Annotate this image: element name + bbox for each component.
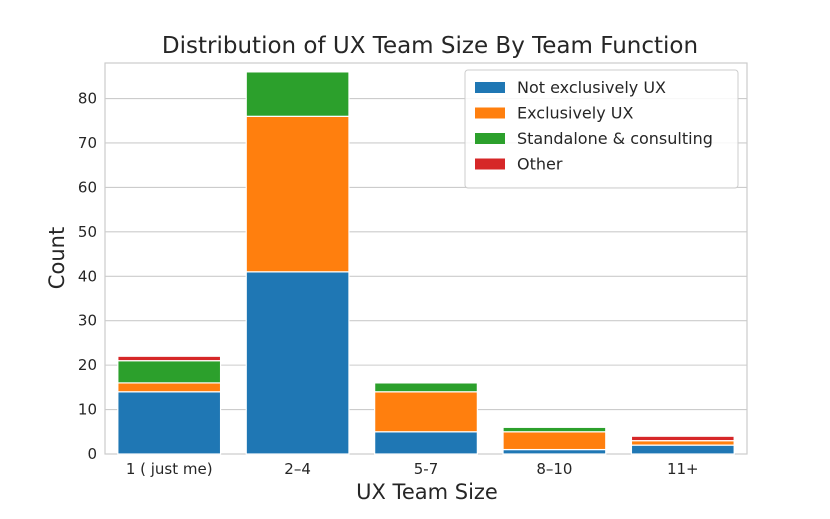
bars bbox=[117, 71, 735, 455]
bar-not-exclusively-ux-2-4 bbox=[245, 271, 350, 455]
y-tick-label: 30 bbox=[78, 312, 97, 330]
y-tick-label: 0 bbox=[87, 445, 97, 463]
legend-label-other: Other bbox=[517, 155, 563, 174]
legend-swatch-not-exclusively-ux bbox=[475, 82, 505, 93]
bar-not-exclusively-ux-11 bbox=[630, 444, 735, 455]
x-axis-title: UX Team Size bbox=[356, 480, 498, 504]
bar-exclusively-ux-2-4 bbox=[245, 115, 350, 273]
y-tick-label: 50 bbox=[78, 223, 97, 241]
y-tick-label: 10 bbox=[78, 401, 97, 419]
y-axis-title: Count bbox=[45, 227, 69, 289]
bar-exclusively-ux-11 bbox=[630, 440, 735, 446]
legend-box bbox=[464, 69, 739, 189]
chart-title: Distribution of UX Team Size By Team Fun… bbox=[162, 33, 698, 59]
bar-standalone-consulting-1-just-me bbox=[117, 360, 222, 384]
y-axis-ticks: 0 10 20 30 40 50 60 70 80 bbox=[78, 90, 97, 463]
bar-exclusively-ux-8-10 bbox=[502, 431, 607, 451]
bar-not-exclusively-ux-5-7 bbox=[374, 431, 478, 455]
legend: Not exclusively UX Exclusively UX Standalo… bbox=[464, 69, 739, 189]
legend-label-exclusively-ux: Exclusively UX bbox=[517, 104, 633, 123]
bar-exclusively-ux-1-just-me bbox=[117, 382, 222, 393]
legend-label-standalone-consulting: Standalone & consulting bbox=[517, 129, 713, 148]
bar-standalone-consulting-5-7 bbox=[374, 382, 478, 393]
bar-other-1-just-me bbox=[117, 355, 222, 362]
legend-label-not-exclusively-ux: Not exclusively UX bbox=[517, 78, 666, 97]
y-tick-label: 60 bbox=[78, 178, 97, 196]
x-tick-label: 2–4 bbox=[284, 460, 311, 478]
y-tick-label: 40 bbox=[78, 267, 97, 285]
x-axis-ticks: 1 ( just me) 2–4 5-7 8–10 11+ bbox=[126, 460, 699, 478]
y-tick-label: 80 bbox=[78, 90, 97, 108]
legend-swatch-other bbox=[475, 158, 505, 170]
bar-other-11 bbox=[630, 435, 735, 442]
x-tick-label: 1 ( just me) bbox=[126, 460, 213, 478]
legend-swatch-standalone-consulting bbox=[475, 133, 505, 144]
bar-not-exclusively-ux-1-just-me bbox=[117, 391, 222, 455]
legend-swatch-exclusively-ux bbox=[475, 107, 505, 119]
y-tick-label: 70 bbox=[78, 134, 97, 152]
bar-standalone-consulting-2-4 bbox=[245, 71, 350, 117]
bar-standalone-consulting-8-10 bbox=[502, 426, 607, 433]
bar-exclusively-ux-5-7 bbox=[374, 391, 478, 433]
x-tick-label: 8–10 bbox=[536, 460, 572, 478]
x-tick-label: 11+ bbox=[667, 460, 699, 478]
x-tick-label: 5-7 bbox=[414, 460, 439, 478]
y-tick-label: 20 bbox=[78, 356, 97, 374]
bar-not-exclusively-ux-8-10 bbox=[502, 448, 607, 455]
